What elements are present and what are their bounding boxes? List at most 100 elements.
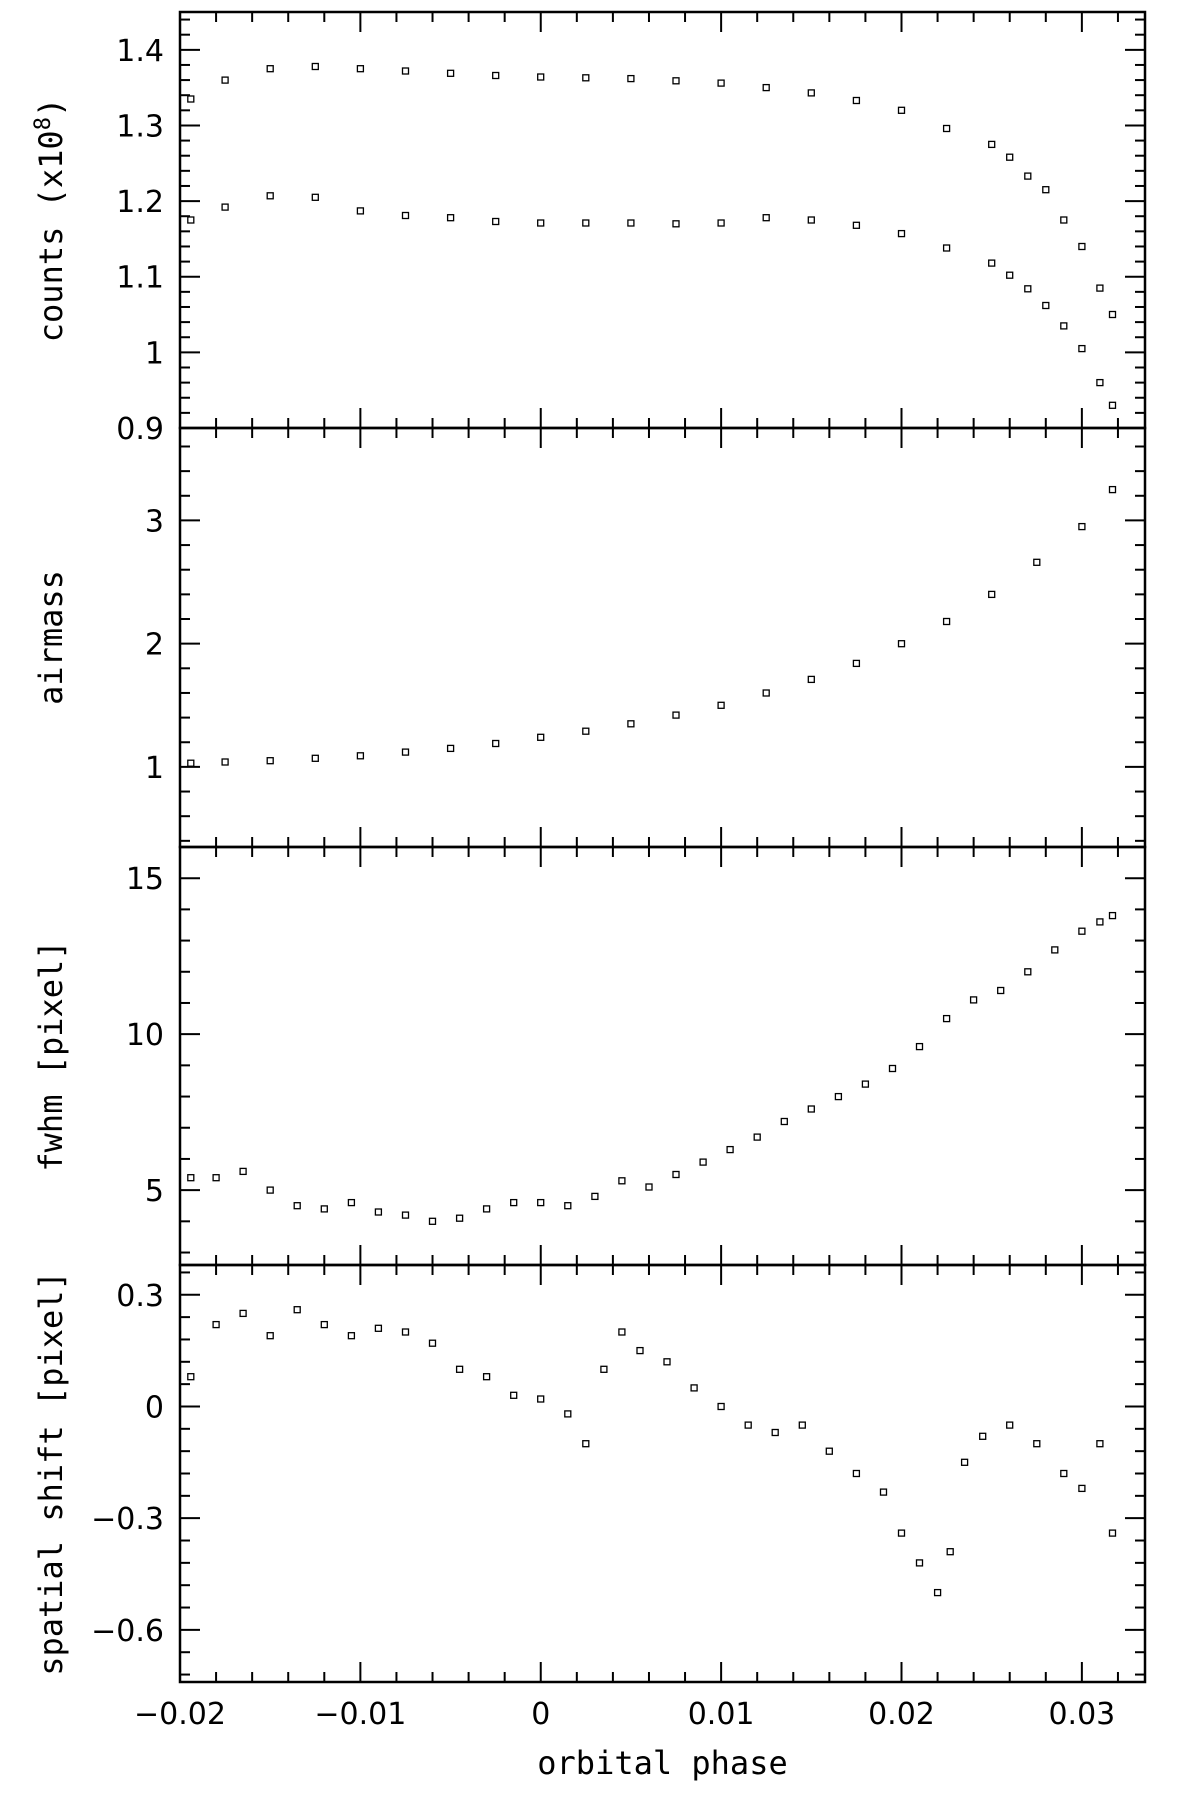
data-point — [618, 1177, 626, 1185]
x-tick-label: 0.01 — [688, 1697, 755, 1732]
y-tick-label: 1 — [145, 751, 164, 786]
data-point — [537, 1198, 545, 1207]
y-tick-label: 0 — [145, 1390, 164, 1425]
data-point — [915, 1559, 924, 1567]
data-point — [988, 590, 996, 599]
data-point — [446, 214, 455, 222]
data-point — [1108, 485, 1117, 494]
y-tick-label: 5 — [145, 1174, 164, 1209]
data-point — [1096, 1440, 1104, 1448]
data-point — [221, 758, 229, 766]
y-axis-label: counts (x108) — [31, 98, 70, 342]
x-tick-label: 0.02 — [868, 1697, 935, 1732]
data-point — [482, 1373, 491, 1381]
data-point — [320, 1205, 328, 1213]
data-point — [1078, 1484, 1086, 1493]
data-point — [879, 1488, 888, 1496]
data-point — [1108, 1529, 1117, 1537]
series-1 — [187, 1306, 1117, 1597]
data-point — [780, 1117, 788, 1126]
data-point — [1024, 172, 1032, 180]
data-point — [401, 1328, 410, 1336]
data-point — [187, 1174, 195, 1182]
data-point — [852, 221, 861, 229]
data-point — [582, 727, 590, 735]
data-point — [221, 203, 229, 211]
data-point — [690, 1384, 698, 1392]
data-point — [1042, 186, 1050, 194]
data-point — [762, 689, 770, 697]
data-point — [582, 74, 590, 82]
data-point — [311, 193, 319, 201]
data-point — [492, 739, 500, 748]
data-point — [356, 207, 365, 215]
data-point — [1078, 242, 1086, 251]
data-point — [852, 96, 861, 105]
series-1 — [187, 485, 1117, 767]
data-point — [492, 217, 500, 226]
data-point — [293, 1306, 301, 1314]
data-point — [717, 1402, 725, 1411]
data-point — [807, 216, 815, 224]
data-point — [807, 89, 815, 97]
data-point — [347, 1198, 356, 1207]
data-point — [699, 1158, 707, 1166]
data-point — [401, 67, 410, 75]
data-point — [933, 1588, 942, 1597]
data-point — [239, 1167, 247, 1176]
data-point — [798, 1421, 806, 1429]
data-point — [852, 659, 861, 668]
data-point — [537, 733, 545, 741]
data-point — [672, 1170, 680, 1179]
y-tick-label: 1.1 — [116, 261, 164, 296]
data-point — [997, 986, 1005, 995]
data-point — [762, 83, 770, 92]
data-point — [187, 1373, 195, 1381]
y-tick-label: 0.3 — [116, 1279, 164, 1314]
data-point — [492, 71, 500, 80]
data-point — [1078, 522, 1086, 531]
data-point — [266, 757, 274, 765]
panels: 0.9 1 1.1 1.2 1.3 1.4 counts (x108) 1 2 3 airmass 5… — [31, 10, 1147, 1732]
data-point — [627, 219, 635, 227]
data-point — [825, 1447, 833, 1455]
data-point — [852, 1469, 861, 1478]
y-tick-label: 15 — [126, 862, 164, 897]
data-point — [807, 675, 815, 684]
data-point — [717, 701, 725, 709]
panel-4: 0.3 0 −0.3 −0.6 −0.02 −0.01 0 0.01 0.02 0.03 spati… — [32, 1263, 1147, 1732]
y-tick-label: 0.9 — [116, 412, 164, 447]
y-axis-label: fwhm [pixel] — [32, 940, 70, 1171]
series-1 — [187, 62, 1117, 319]
data-point — [311, 62, 319, 71]
data-point — [221, 76, 229, 84]
data-point — [347, 1332, 356, 1340]
data-point — [582, 219, 590, 227]
data-point — [187, 95, 195, 103]
y-tick-label: 3 — [145, 504, 164, 539]
data-point — [1096, 378, 1104, 387]
data-point — [988, 140, 996, 149]
data-point — [311, 754, 319, 762]
y-tick-label: 2 — [145, 628, 164, 663]
y-tick-label: 1.2 — [116, 185, 164, 220]
series-2 — [187, 192, 1117, 409]
data-point — [510, 1198, 518, 1207]
y-tick-label: 10 — [126, 1018, 164, 1053]
panel-3: 5 10 15 fwhm [pixel] — [32, 845, 1147, 1267]
data-point — [537, 219, 545, 227]
x-tick-label: −0.01 — [314, 1697, 406, 1732]
data-point — [1006, 271, 1014, 279]
data-point — [374, 1208, 383, 1216]
data-point — [969, 996, 978, 1004]
plot-frame — [178, 426, 1147, 849]
data-point — [1024, 968, 1032, 976]
data-point — [636, 1346, 644, 1355]
data-point — [293, 1202, 301, 1210]
y-tick-label: 1.3 — [116, 109, 164, 144]
data-point — [1033, 558, 1041, 566]
data-point — [942, 244, 951, 252]
data-point — [988, 259, 996, 267]
data-point — [861, 1080, 870, 1088]
data-point — [942, 1014, 951, 1023]
